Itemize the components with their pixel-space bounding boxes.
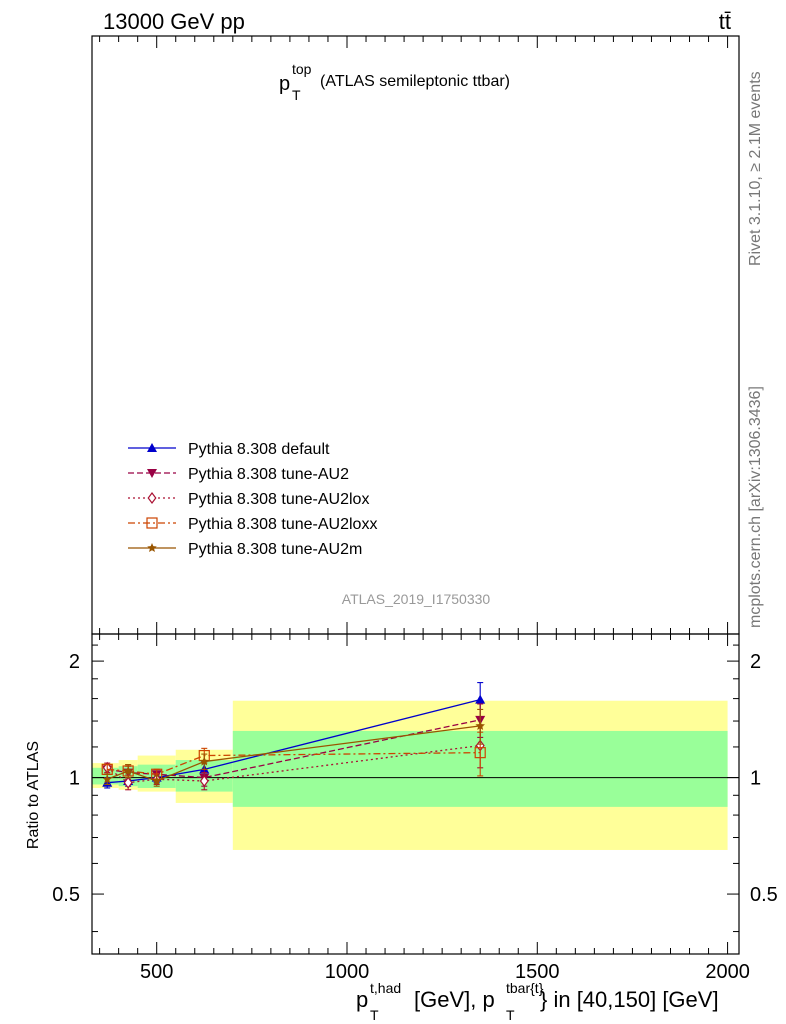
title-suffix: (ATLAS semileptonic ttbar): [320, 73, 510, 90]
legend-label: Pythia 8.308 tune-AU2lox: [188, 491, 369, 508]
data-point: [475, 720, 485, 730]
x-axis-label: p t,had T [GeV], p tbar{t} T } in [40,15…: [356, 980, 719, 1023]
data-point: [474, 747, 486, 759]
data-point: [151, 775, 162, 786]
legend-label: Pythia 8.308 tune-AU2loxx: [188, 516, 377, 533]
title-superscript: top: [292, 61, 312, 77]
y-tick-label-right: 0.5: [750, 884, 778, 906]
process-label: tt̄: [719, 9, 731, 34]
legend-entry-5: Pythia 8.308 tune-AU2m: [128, 541, 362, 558]
legend-marker: [147, 443, 157, 452]
legend-label: Pythia 8.308 default: [188, 441, 330, 458]
y-tick-label-left: 1: [69, 768, 80, 790]
legend-entry-1: Pythia 8.308 default: [128, 441, 330, 458]
xlabel-sub1: T: [370, 1007, 379, 1023]
y-tick-label-left: 2: [69, 651, 80, 673]
ratio-series: [101, 682, 486, 791]
y-tick-label-left: 0.5: [52, 884, 80, 906]
xlabel-p1: p: [356, 987, 368, 1012]
series-5: [102, 708, 485, 787]
energy-label: 13000 GeV pp: [103, 9, 245, 34]
data-point: [199, 774, 209, 787]
xlabel-mid: [GeV], p: [414, 987, 495, 1012]
legend-marker: [146, 517, 158, 529]
data-point: [102, 774, 112, 784]
legend-marker: [147, 543, 157, 553]
x-tick-label: 1000: [325, 961, 370, 983]
legend-marker: [147, 469, 157, 478]
x-tick-label: 2000: [705, 961, 750, 983]
data-point: [123, 776, 133, 789]
legend-entry-3: Pythia 8.308 tune-AU2lox: [128, 491, 369, 508]
title-subscript: T: [292, 87, 301, 103]
legend-entry-4: Pythia 8.308 tune-AU2loxx: [128, 516, 377, 533]
legend-marker: [147, 492, 157, 504]
ratio-plot-frame: [91, 633, 740, 955]
xlabel-sub2: T: [506, 1007, 515, 1023]
analysis-id: ATLAS_2019_I1750330: [342, 591, 491, 607]
uncertainty-bands: [92, 700, 728, 850]
legend-label: Pythia 8.308 tune-AU2: [188, 466, 349, 483]
xlabel-sup2: tbar{t}: [506, 980, 544, 996]
title-symbol: p: [279, 73, 290, 95]
rivet-version-label: Rivet 3.1.10, ≥ 2.1M events: [747, 71, 764, 266]
y-tick-label-right: 1: [750, 768, 761, 790]
plot-title: p top T (ATLAS semileptonic ttbar): [279, 61, 510, 103]
data-point: [475, 694, 486, 704]
legend-label: Pythia 8.308 tune-AU2m: [188, 541, 362, 558]
x-tick-label: 1500: [515, 961, 560, 983]
y-tick-label-right: 2: [750, 651, 761, 673]
data-point: [199, 756, 210, 766]
xlabel-end: } in [40,150] [GeV]: [540, 987, 719, 1012]
mcplots-label: mcplots.cern.ch [arXiv:1306.3436]: [747, 386, 764, 628]
legend-entry-2: Pythia 8.308 tune-AU2: [128, 466, 349, 483]
xlabel-sup1: t,had: [370, 980, 401, 996]
ratio-axis-label: Ratio to ATLAS: [25, 741, 42, 849]
axis-ticks: 500 1000 1500 2000 0.5 0.5 1 1 2 2: [52, 36, 778, 983]
data-point: [123, 765, 133, 776]
x-tick-label: 500: [140, 961, 173, 983]
legend: Pythia 8.308 default Pythia 8.308 tune-AU…: [128, 441, 377, 558]
